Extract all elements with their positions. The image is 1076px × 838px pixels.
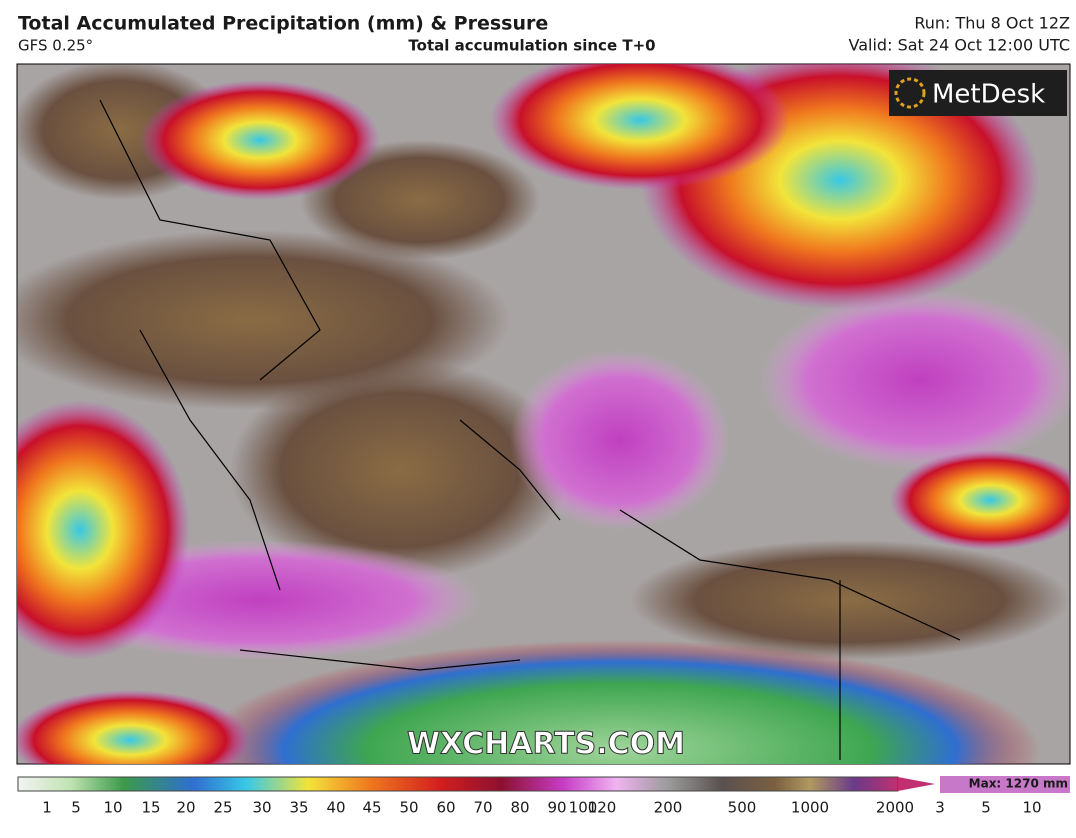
legend-label: 40 — [326, 799, 345, 817]
legend-label: 120 — [588, 799, 617, 817]
model: GFS 0.25° — [18, 37, 93, 55]
legend-label: 70 — [473, 799, 492, 817]
legend-label: 1 — [42, 799, 52, 817]
legend-label: 50 — [399, 799, 418, 817]
legend-label: 10 — [103, 799, 122, 817]
legend: Max: 1270 mm 1 5 10 15 20 25 30 35 40 45 50 60 70 80 9… — [17, 776, 1070, 817]
legend-label: 5 — [71, 799, 81, 817]
legend-label: 500 — [728, 799, 757, 817]
legend-label: 20 — [176, 799, 195, 817]
run: Run: Thu 8 Oct 12Z — [914, 14, 1070, 33]
subtitle: Total accumulation since T+0 — [408, 37, 655, 55]
legend-label: 200 — [654, 799, 683, 817]
legend-label: 45 — [362, 799, 381, 817]
legend-label: 3 — [935, 799, 945, 817]
map: MetDesk WXCHARTS.COM — [16, 63, 1071, 765]
valid: Valid: Sat 24 Oct 12:00 UTC — [849, 36, 1070, 55]
legend-label: 35 — [289, 799, 308, 817]
legend-label: 25 — [213, 799, 232, 817]
logo: MetDesk — [932, 80, 1045, 110]
legend-label: 5 — [981, 799, 991, 817]
legend-label: 90 — [547, 799, 566, 817]
legend-label: 80 — [510, 799, 529, 817]
legend-label: 100 — [569, 799, 598, 817]
legend-label: 1000 — [791, 799, 829, 817]
max-label: Max: 1270 mm — [969, 777, 1068, 791]
legend-label: 30 — [252, 799, 271, 817]
watermark: WXCHARTS.COM — [407, 727, 685, 762]
legend-label: 15 — [141, 799, 160, 817]
legend-label: 60 — [436, 799, 455, 817]
legend-label: 10 — [1022, 799, 1041, 817]
title: Total Accumulated Precipitation (mm) & P… — [18, 13, 548, 35]
legend-label: 2000 — [876, 799, 914, 817]
